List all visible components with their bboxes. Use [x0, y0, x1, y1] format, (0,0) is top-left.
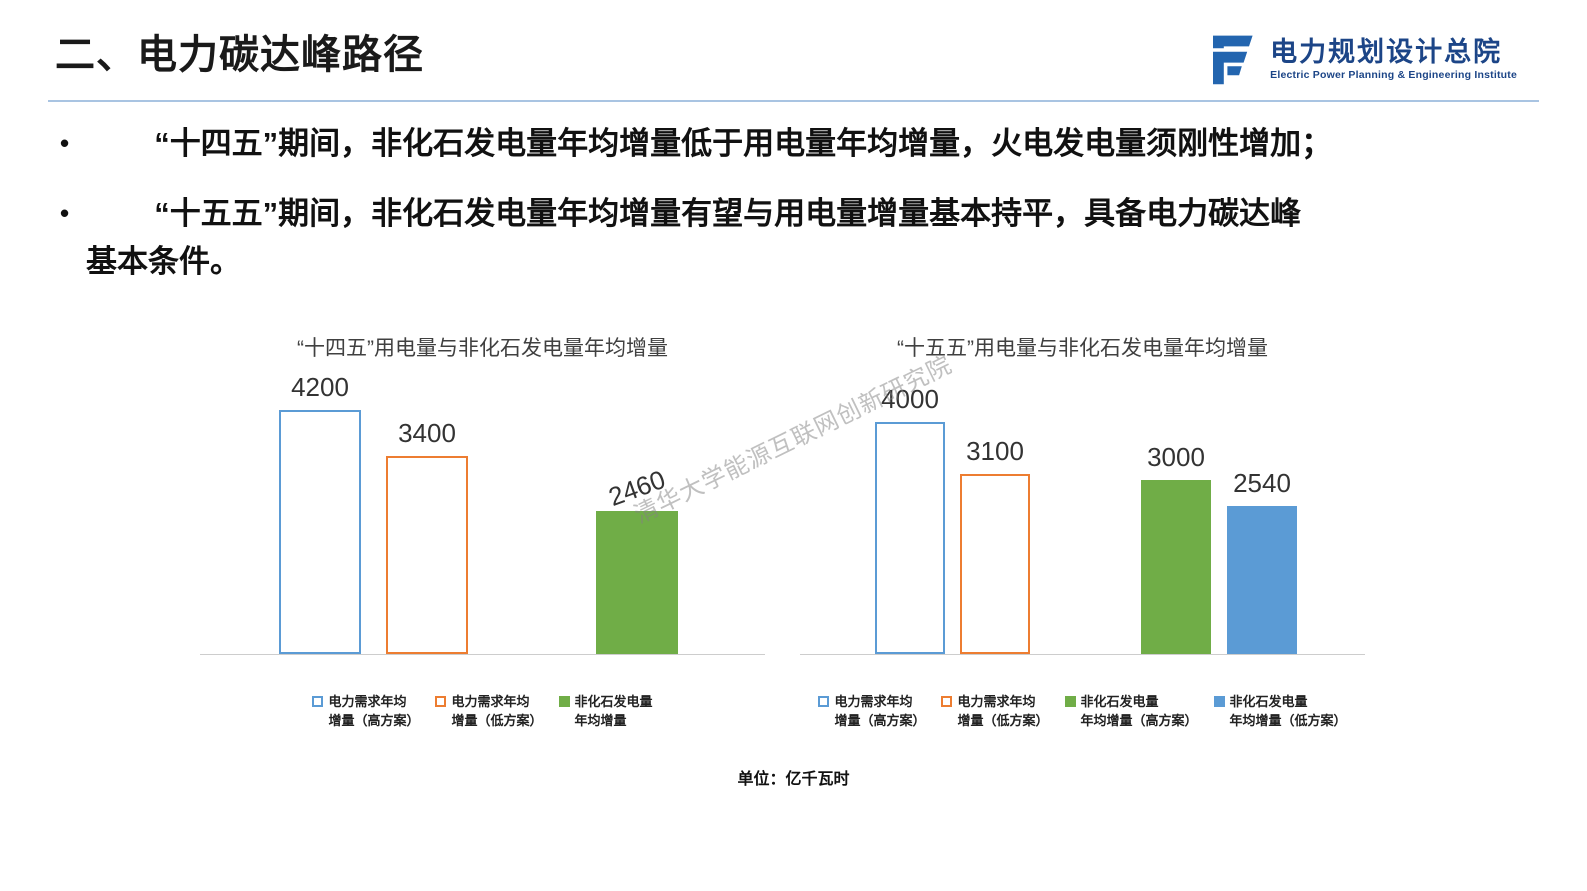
legend-swatch: [1213, 696, 1225, 707]
bullet-text: “十四五”期间，非化石发电量年均增量低于用电量年均增量，火电发电量须刚性增加；: [154, 126, 1333, 161]
plot-area: 4000 3100 3000 2540: [800, 366, 1365, 655]
chart-title: “十四五”用电量与非化石发电量年均增量: [297, 337, 668, 360]
bar-电力需求年均增量（高方案）: [279, 410, 361, 654]
chart-shisiwu: “十四五”用电量与非化石发电量年均增量 4200 3400 2460 电力需求年均 …: [200, 332, 765, 731]
legend-label: 非化石发电量 年均增量: [574, 694, 653, 728]
legend-label: 电力需求年均 增量（低方案）: [451, 694, 543, 728]
bar-value-label: 3100: [966, 436, 1024, 466]
legend-label: 电力需求年均 增量（高方案）: [328, 694, 420, 728]
bar-电力需求年均增量（低方案）: [386, 456, 468, 654]
bar-非化石发电量年均增量（低方案）: [1227, 506, 1297, 654]
bullet-item: • “十四五”期间，非化石发电量年均增量低于用电量年均增量，火电发电量须刚性增加…: [60, 120, 1550, 168]
bar-value-label: 4000: [881, 384, 939, 414]
bullet-marker: •: [60, 128, 70, 158]
org-logo-icon: [1204, 32, 1258, 86]
bullet-item: • “十五五”期间，非化石发电量年均增量有望与用电量增量基本持平，具备电力碳达峰…: [60, 190, 1550, 286]
legend-swatch: [1064, 696, 1076, 707]
org-logo-text: 电力规划设计总院 Electric Power Planning & Engin…: [1270, 37, 1517, 80]
legend-label: 电力需求年均 增量（高方案）: [834, 694, 926, 728]
bar-电力需求年均增量（高方案）: [875, 422, 945, 654]
legend-item: 电力需求年均 增量（低方案）: [941, 693, 1049, 731]
legend-swatch: [312, 696, 324, 707]
page-title: 二、电力碳达峰路径: [55, 33, 424, 77]
legend-label: 非化石发电量 年均增量（高方案）: [1080, 694, 1198, 728]
legend-item: 非化石发电量 年均增量: [558, 693, 653, 731]
header-divider: [48, 100, 1539, 102]
bullet-list: • “十四五”期间，非化石发电量年均增量低于用电量年均增量，火电发电量须刚性增加…: [60, 120, 1550, 308]
chart-legend: 电力需求年均 增量（高方案） 电力需求年均 增量（低方案） 非化石发电量 年均增量（…: [800, 693, 1365, 731]
legend-item: 电力需求年均 增量（高方案）: [818, 693, 925, 731]
plot-area: 4200 3400 2460: [200, 366, 765, 655]
bar-value-label: 4200: [291, 372, 349, 402]
bar-电力需求年均增量（低方案）: [960, 474, 1030, 654]
legend-swatch: [818, 696, 830, 707]
chart-title: “十五五”用电量与非化石发电量年均增量: [897, 337, 1268, 360]
legend-item: 非化石发电量 年均增量（低方案）: [1213, 693, 1347, 731]
legend-swatch: [941, 696, 953, 707]
legend-label: 电力需求年均 增量（低方案）: [957, 694, 1049, 728]
bar-value-label: 3000: [1147, 442, 1205, 472]
chart-legend: 电力需求年均 增量（高方案） 电力需求年均 增量（低方案） 非化石发电量 年均增量: [200, 693, 765, 731]
org-name-cn: 电力规划设计总院: [1270, 37, 1503, 68]
legend-label: 非化石发电量 年均增量（低方案）: [1229, 694, 1347, 728]
bar-非化石发电量年均增量（高方案）: [1141, 480, 1211, 654]
bullet-text: “十五五”期间，非化石发电量年均增量有望与用电量增量基本持平，具备电力碳达峰 基…: [86, 196, 1302, 280]
bullet-marker: •: [60, 198, 70, 229]
unit-label: 单位：亿千瓦时: [737, 771, 850, 788]
org-logo: 电力规划设计总院 Electric Power Planning & Engin…: [1204, 32, 1517, 86]
chart-shiwuwu: “十五五”用电量与非化石发电量年均增量 4000 3100 3000 2540 电力需…: [800, 332, 1365, 731]
legend-swatch: [558, 696, 570, 707]
org-name-en: Electric Power Planning & Engineering In…: [1270, 68, 1517, 81]
legend-item: 电力需求年均 增量（高方案）: [312, 693, 419, 731]
legend-item: 非化石发电量 年均增量（高方案）: [1064, 693, 1198, 731]
bar-非化石发电量年均增量: [596, 511, 678, 654]
legend-swatch: [435, 696, 447, 707]
bar-value-label: 2540: [1233, 468, 1291, 498]
bar-value-label: 3400: [398, 418, 456, 448]
legend-item: 电力需求年均 增量（低方案）: [435, 693, 543, 731]
